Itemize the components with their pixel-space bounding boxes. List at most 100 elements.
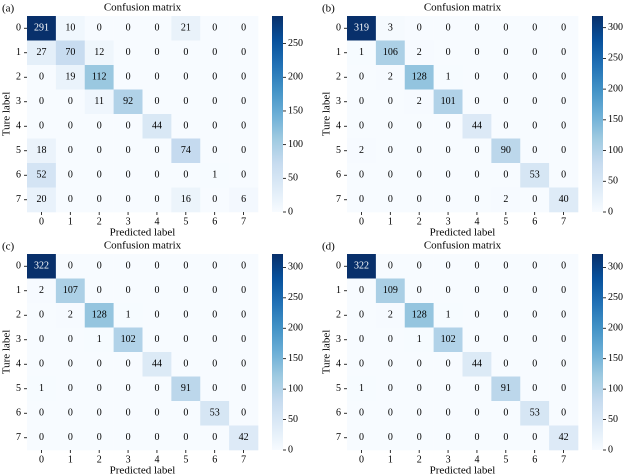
heatmap-cell <box>27 425 57 451</box>
heatmap-cell <box>171 376 201 402</box>
cell-label: 74 <box>181 145 191 156</box>
y-tick-label: 7 <box>336 432 341 443</box>
heatmap-cell <box>520 327 550 353</box>
cell-label: 0 <box>503 432 508 443</box>
cell-label: 0 <box>561 334 566 345</box>
y-tick-label: 6 <box>336 408 341 419</box>
heatmap-cell <box>375 376 406 402</box>
cell-label: 0 <box>474 96 479 107</box>
cell-label: 0 <box>561 72 566 83</box>
x-tick-label: 6 <box>212 454 217 465</box>
cell-label: 0 <box>417 194 422 205</box>
heatmap-cell <box>404 303 434 328</box>
cell-label: 0 <box>97 432 102 443</box>
cell-label: 0 <box>154 432 159 443</box>
y-tick-label: 0 <box>336 23 341 34</box>
cell-label: 0 <box>359 334 364 345</box>
heatmap-cell <box>229 425 259 451</box>
cell-label: 0 <box>68 383 73 394</box>
heatmap-cell <box>347 114 377 139</box>
cell-label: 0 <box>388 121 393 132</box>
cell-label: 109 <box>383 285 398 296</box>
heatmap-cell <box>491 40 521 66</box>
cell-label: 0 <box>388 145 393 156</box>
cell-label: 0 <box>388 194 393 205</box>
heatmap-cell <box>347 40 377 66</box>
cell-label: 70 <box>65 47 75 58</box>
cell-label: 91 <box>501 383 511 394</box>
cell-label: 0 <box>212 383 217 394</box>
cell-label: 0 <box>474 194 479 205</box>
cell-label: 0 <box>446 408 451 419</box>
x-axis-label: Predicted label <box>110 227 176 239</box>
cell-label: 0 <box>561 285 566 296</box>
y-tick-label: 5 <box>16 383 21 394</box>
heatmap-cell <box>433 138 463 164</box>
cell-label: 0 <box>97 23 102 34</box>
heatmap-cell <box>200 425 230 451</box>
heatmap-cell <box>549 352 579 377</box>
heatmap-cell <box>55 163 86 188</box>
heatmap-cell <box>520 65 550 90</box>
cell-label: 0 <box>212 23 217 34</box>
cell-label: 0 <box>446 47 451 58</box>
heatmap-cell <box>549 40 579 66</box>
cell-label: 0 <box>474 310 479 321</box>
cell-label: 0 <box>388 261 393 272</box>
heatmap-cell <box>113 163 143 188</box>
cell-label: 0 <box>241 383 246 394</box>
heatmap-cell <box>520 16 550 41</box>
cell-label: 0 <box>561 359 566 370</box>
cell-label: 2 <box>388 72 393 83</box>
cell-label: 0 <box>68 96 73 107</box>
cell-label: 0 <box>446 170 451 181</box>
cell-label: 322 <box>354 261 369 272</box>
heatmap-cell <box>462 114 492 139</box>
x-axis-label: Predicted label <box>430 465 496 475</box>
cell-label: 0 <box>212 261 217 272</box>
cell-label: 42 <box>239 432 249 443</box>
heatmap-cell <box>84 163 114 188</box>
cell-label: 0 <box>503 285 508 296</box>
heatmap-cell <box>433 40 463 66</box>
heatmap-cell <box>200 376 230 402</box>
cell-label: 0 <box>388 359 393 370</box>
cell-label: 0 <box>388 408 393 419</box>
heatmap-cell <box>433 327 463 353</box>
colorbar <box>592 16 603 212</box>
x-tick-label: 6 <box>212 216 217 227</box>
cell-label: 0 <box>126 72 131 83</box>
heatmap-cell <box>142 376 172 402</box>
cell-label: 0 <box>417 359 422 370</box>
colorbar-tick-label: 250 <box>608 53 623 64</box>
heatmap-cell <box>491 401 521 426</box>
heatmap-cell <box>520 114 550 139</box>
heatmap-cell <box>462 16 492 41</box>
colorbar-tick-label: 50 <box>608 414 618 425</box>
cell-label: 1 <box>359 383 364 394</box>
cell-label: 0 <box>503 261 508 272</box>
cell-label: 0 <box>359 170 364 181</box>
heatmap-cell <box>491 254 521 279</box>
cell-label: 0 <box>359 72 364 83</box>
heatmap-cell <box>462 138 492 164</box>
heatmap-cell <box>171 40 201 66</box>
x-tick-label: 0 <box>359 454 364 465</box>
cell-label: 0 <box>474 170 479 181</box>
colorbar <box>272 16 283 212</box>
cell-label: 128 <box>412 310 427 321</box>
heatmap-cell <box>462 352 492 377</box>
x-tick-label: 0 <box>359 216 364 227</box>
cell-label: 0 <box>532 359 537 370</box>
cell-label: 0 <box>503 359 508 370</box>
x-tick-label: 2 <box>417 216 422 227</box>
cell-label: 0 <box>241 285 246 296</box>
heatmap-cell <box>84 303 114 328</box>
heatmap-cell <box>200 327 230 353</box>
cell-label: 0 <box>388 96 393 107</box>
heatmap-cell <box>84 254 114 279</box>
cell-label: 0 <box>417 261 422 272</box>
x-tick-label: 5 <box>503 216 508 227</box>
cell-label: 0 <box>68 334 73 345</box>
heatmap-cell <box>433 303 463 328</box>
